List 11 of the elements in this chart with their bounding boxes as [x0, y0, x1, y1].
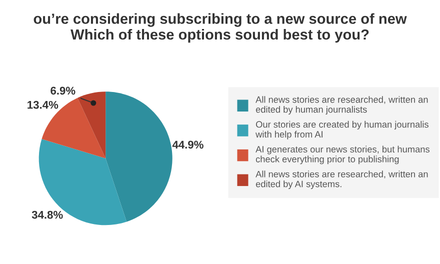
pie-slice — [78, 92, 106, 158]
legend-label: Our stories are created by human journalis with help from AI — [256, 120, 428, 140]
legend-label: All news stories are researched, written an edited by human journalists — [256, 96, 428, 115]
data-label: 13.4% — [28, 100, 58, 109]
legend-label: AI generates our news stories, but humans check everything prior to publishing — [256, 146, 430, 164]
legend-label: All news stories are researched, written an edited by AI systems. — [256, 170, 428, 190]
chart-title: ou’re considering subscribing to a new source of new Which of these options sound best to you? — [34, 13, 407, 43]
pie-slice — [106, 92, 172, 222]
data-label: 6.9% — [50, 86, 76, 95]
data-label: 34.8% — [32, 210, 63, 219]
data-label: 44.9% — [172, 140, 204, 149]
